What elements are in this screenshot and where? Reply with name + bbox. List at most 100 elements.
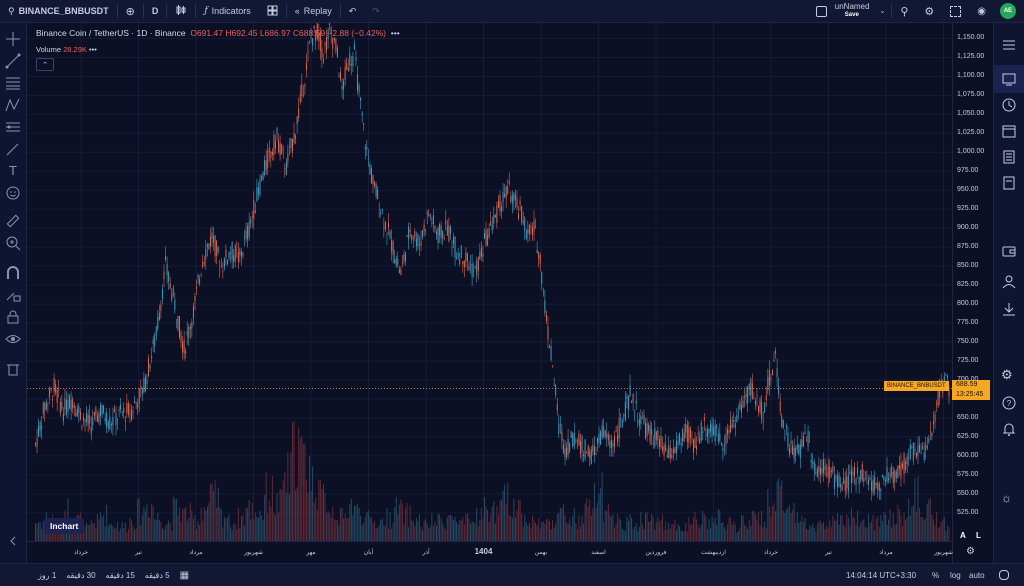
zoom-in-icon[interactable] [5, 235, 21, 251]
menu-icon[interactable] [1001, 37, 1017, 53]
ruler-icon[interactable] [5, 213, 21, 229]
y-tick-label: 1,050.00 [957, 110, 985, 118]
text-icon[interactable]: T [9, 163, 17, 178]
lock-drawing-icon[interactable] [5, 287, 21, 303]
eye-icon[interactable] [5, 331, 21, 347]
fullscreen-button[interactable] [942, 0, 969, 22]
gear-icon[interactable]: ⚙ [1001, 367, 1013, 382]
range-button[interactable]: 15 دقیقه [105, 570, 135, 580]
volume-bar [330, 517, 332, 541]
volume-bar [702, 511, 704, 541]
candle-body [466, 254, 468, 261]
watchlist-icon[interactable] [1001, 71, 1017, 87]
range-button[interactable]: 30 دقیقه [66, 570, 96, 580]
range-button[interactable]: 5 دقیقه [144, 570, 170, 580]
candle-body [231, 242, 233, 260]
interval-button[interactable]: D [144, 0, 167, 22]
pattern-icon[interactable] [5, 97, 21, 113]
redo-button[interactable]: ↷ [364, 0, 388, 22]
snapshot-button[interactable]: ◉ [969, 0, 994, 22]
time-axis[interactable]: خرداد تیر مرداد شهریور مهر آبان آذر 1404 بهمن اسف… [27, 541, 953, 564]
candle-body [93, 412, 95, 416]
clock-time[interactable]: 14:04:14 UTC+3:30 [846, 570, 917, 580]
chevron-down-icon[interactable]: ⌄ [879, 8, 886, 15]
bell-icon[interactable] [1001, 421, 1017, 437]
candle-body [169, 283, 171, 289]
clock-icon[interactable] [1001, 97, 1017, 113]
volume-bar [408, 527, 410, 541]
log-toggle[interactable]: log [950, 570, 961, 580]
svg-text:?: ? [1007, 399, 1012, 408]
symbol-search-button[interactable]: ⚲ BINANCE_BNBUSDT [0, 0, 117, 22]
volume-bar [409, 505, 411, 541]
candle-body [79, 411, 81, 420]
help-icon[interactable]: ? [1001, 395, 1017, 411]
undo-button[interactable]: ↶ [341, 0, 365, 22]
candle-body [827, 466, 829, 478]
layout-name-block[interactable]: unNamed Save [835, 3, 874, 19]
calendar-icon[interactable] [1001, 123, 1017, 139]
candle-body [590, 449, 592, 465]
volume-bar [627, 521, 629, 541]
candle-body [163, 271, 165, 280]
trend-line-icon[interactable] [5, 53, 21, 69]
candle-body [175, 319, 177, 321]
volume-bar [516, 510, 518, 541]
candle-body [846, 476, 848, 489]
notes-icon[interactable] [1001, 175, 1017, 191]
brush-icon[interactable] [5, 141, 21, 157]
fib-retracement-icon[interactable] [5, 75, 21, 91]
lock-icon[interactable] [5, 309, 21, 325]
download-icon[interactable] [1001, 301, 1017, 317]
chart-canvas[interactable] [27, 17, 952, 541]
more-dots-icon[interactable]: ••• [390, 28, 400, 38]
candle-body [692, 439, 694, 453]
settings-button[interactable]: ⚙ [916, 0, 942, 22]
auto-toggle[interactable]: auto [969, 570, 985, 580]
candle-body [713, 426, 715, 436]
volume-bar [299, 438, 301, 541]
candle-body [869, 478, 871, 480]
avatar[interactable]: AE [1000, 3, 1016, 19]
crosshair-icon[interactable] [5, 31, 21, 47]
volume-bar [274, 515, 276, 541]
wallet-icon[interactable] [1001, 243, 1017, 259]
news-icon[interactable] [1001, 149, 1017, 165]
percent-toggle[interactable]: % [932, 570, 940, 580]
layouts-button[interactable] [259, 0, 286, 22]
user-icon[interactable] [1001, 273, 1017, 289]
volume-bar [920, 517, 922, 541]
candle-body [288, 146, 290, 148]
chart-type-button[interactable] [167, 0, 195, 22]
axis-settings-icon[interactable]: ⚙ [966, 546, 975, 557]
more-dots-icon[interactable]: ••• [89, 45, 97, 54]
magnet-icon[interactable] [5, 265, 21, 281]
log-scale-button[interactable]: L [976, 531, 981, 540]
volume-bar [902, 526, 904, 541]
quick-search-button[interactable]: ⚲ [892, 0, 916, 22]
candle-body [631, 401, 633, 403]
candle-body [168, 272, 170, 282]
replay-button[interactable]: « Replay [287, 0, 340, 22]
volume-bar [576, 528, 578, 541]
sun-icon[interactable]: ☼ [1001, 491, 1012, 505]
candle-body [214, 235, 216, 257]
auto-scale-button[interactable]: A [960, 531, 966, 540]
candle-body [705, 434, 707, 436]
volume-bar [795, 522, 797, 541]
forecast-icon[interactable] [5, 119, 21, 135]
goto-date-icon[interactable]: ▦ [179, 569, 190, 581]
volume-bar [205, 510, 207, 541]
volume-bar [888, 519, 890, 541]
layout-checkbox[interactable] [808, 0, 835, 22]
collapse-legend-button[interactable]: ⌃ [36, 58, 54, 71]
range-button[interactable]: 1 روز [38, 570, 57, 580]
emoji-icon[interactable] [5, 185, 21, 201]
collapse-arrow-icon[interactable] [5, 533, 21, 549]
price-axis[interactable]: 1,150.00 1,125.00 1,100.00 1,075.00 1,050.00… [952, 23, 995, 563]
trash-icon[interactable] [5, 361, 21, 377]
candlestick-chart[interactable] [27, 17, 952, 541]
add-symbol-button[interactable]: ⊕ [118, 0, 143, 22]
indicators-button[interactable]: ƒ Indicators [196, 0, 258, 22]
theme-toggle-icon[interactable] [999, 570, 1009, 580]
